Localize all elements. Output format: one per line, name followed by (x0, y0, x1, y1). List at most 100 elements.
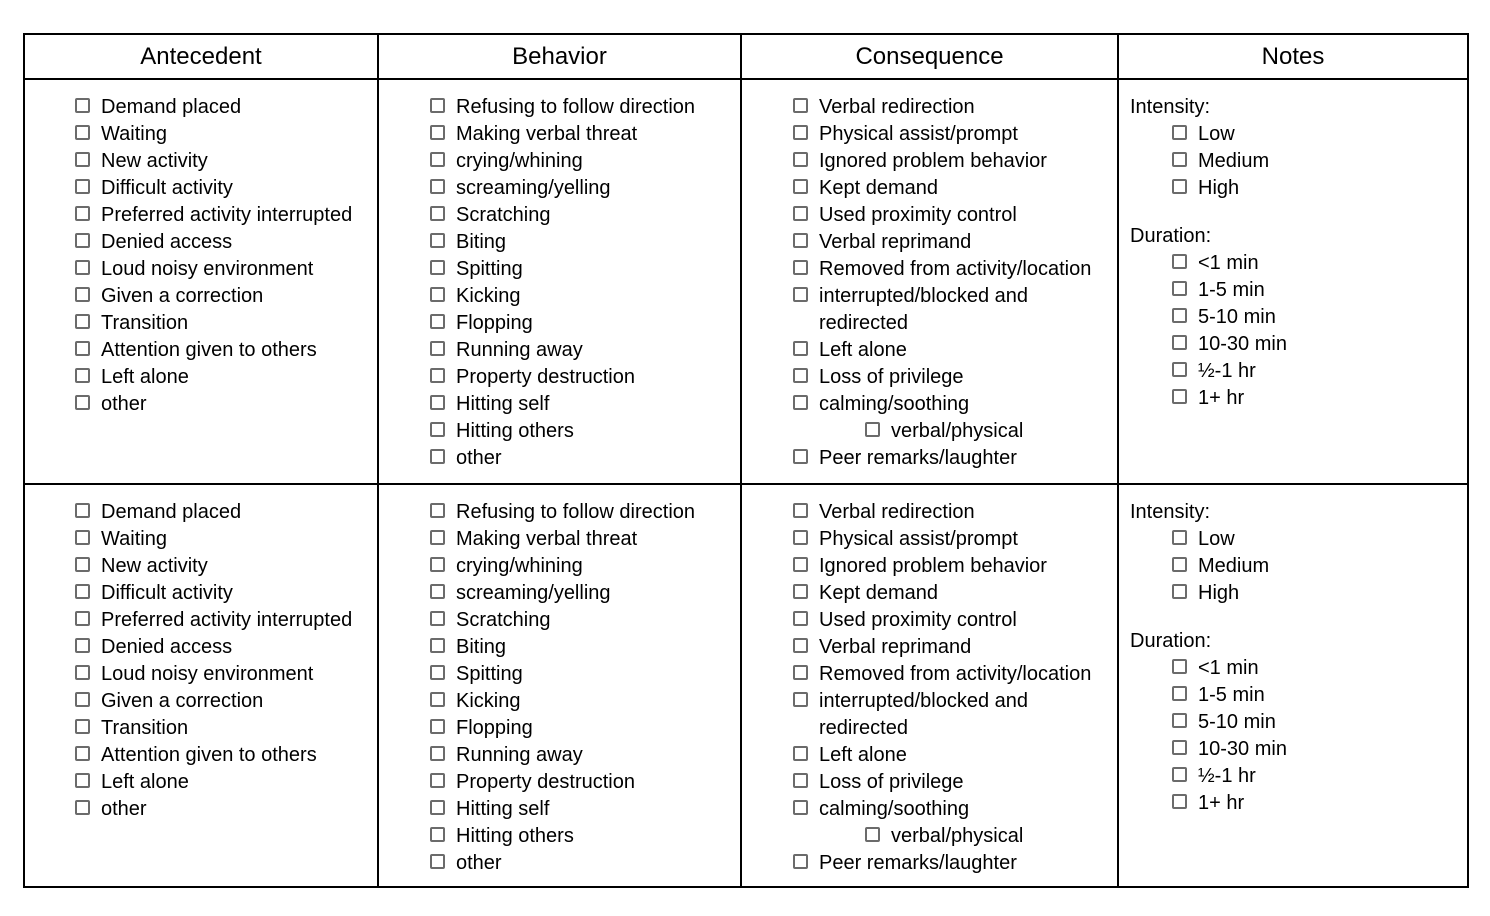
checkbox-icon[interactable] (793, 233, 808, 248)
checkbox-icon[interactable] (75, 503, 90, 518)
checkbox-icon[interactable] (793, 530, 808, 545)
checkbox-icon[interactable] (430, 611, 445, 626)
checkbox-icon[interactable] (430, 746, 445, 761)
checkbox-icon[interactable] (793, 98, 808, 113)
checkbox-icon[interactable] (865, 422, 880, 437)
checkbox-icon[interactable] (793, 692, 808, 707)
checkbox-label: Used proximity control (819, 204, 1017, 226)
checkbox-icon[interactable] (430, 395, 445, 410)
checkbox-icon[interactable] (793, 125, 808, 140)
checkbox-icon[interactable] (75, 692, 90, 707)
checkbox-icon[interactable] (75, 233, 90, 248)
checkbox-icon[interactable] (1172, 794, 1187, 809)
checkbox-icon[interactable] (1172, 557, 1187, 572)
checkbox-icon[interactable] (430, 368, 445, 383)
checkbox-icon[interactable] (75, 530, 90, 545)
checkbox-icon[interactable] (430, 314, 445, 329)
checkbox-icon[interactable] (430, 125, 445, 140)
checkbox-icon[interactable] (75, 665, 90, 680)
checkbox-icon[interactable] (430, 800, 445, 815)
checkbox-icon[interactable] (75, 341, 90, 356)
checkbox-icon[interactable] (1172, 179, 1187, 194)
checkbox-icon[interactable] (430, 854, 445, 869)
checkbox-icon[interactable] (75, 98, 90, 113)
checkbox-icon[interactable] (75, 179, 90, 194)
checkbox-icon[interactable] (1172, 308, 1187, 323)
checkbox-icon[interactable] (75, 773, 90, 788)
checkbox-icon[interactable] (793, 449, 808, 464)
checkbox-icon[interactable] (1172, 584, 1187, 599)
checkbox-icon[interactable] (1172, 713, 1187, 728)
checkbox-icon[interactable] (1172, 152, 1187, 167)
checkbox-icon[interactable] (1172, 254, 1187, 269)
checkbox-icon[interactable] (430, 584, 445, 599)
checkbox-icon[interactable] (793, 584, 808, 599)
checkbox-icon[interactable] (430, 692, 445, 707)
checkbox-icon[interactable] (430, 719, 445, 734)
checkbox-icon[interactable] (75, 638, 90, 653)
checkbox-icon[interactable] (793, 611, 808, 626)
checkbox-icon[interactable] (430, 152, 445, 167)
checkbox-icon[interactable] (1172, 740, 1187, 755)
checkbox-icon[interactable] (430, 98, 445, 113)
checkbox-icon[interactable] (75, 314, 90, 329)
checkbox-icon[interactable] (1172, 125, 1187, 140)
checkbox-icon[interactable] (430, 260, 445, 275)
checkbox-icon[interactable] (793, 773, 808, 788)
checkbox-icon[interactable] (430, 638, 445, 653)
checkbox-icon[interactable] (1172, 530, 1187, 545)
checkbox-icon[interactable] (793, 287, 808, 302)
checkbox-icon[interactable] (430, 449, 445, 464)
checkbox-icon[interactable] (430, 665, 445, 680)
checkbox-icon[interactable] (793, 665, 808, 680)
notes-section: Intensity: Low Medium High (1130, 499, 1459, 607)
checkbox-icon[interactable] (793, 179, 808, 194)
checkbox-icon[interactable] (430, 287, 445, 302)
checkbox-icon[interactable] (430, 422, 445, 437)
checkbox-icon[interactable] (75, 368, 90, 383)
checkbox-icon[interactable] (430, 179, 445, 194)
checkbox-icon[interactable] (793, 638, 808, 653)
checkbox-label: Scratching (456, 204, 551, 226)
checkbox-icon[interactable] (865, 827, 880, 842)
checkbox-icon[interactable] (1172, 362, 1187, 377)
checkbox-icon[interactable] (430, 341, 445, 356)
checkbox-icon[interactable] (793, 395, 808, 410)
checkbox-icon[interactable] (793, 260, 808, 275)
checkbox-icon[interactable] (1172, 686, 1187, 701)
checkbox-icon[interactable] (75, 287, 90, 302)
checkbox-icon[interactable] (793, 368, 808, 383)
checkbox-icon[interactable] (430, 530, 445, 545)
checkbox-icon[interactable] (793, 206, 808, 221)
checkbox-icon[interactable] (793, 746, 808, 761)
checkbox-icon[interactable] (75, 611, 90, 626)
checkbox-icon[interactable] (793, 341, 808, 356)
checkbox-icon[interactable] (1172, 335, 1187, 350)
checkbox-icon[interactable] (430, 827, 445, 842)
checkbox-icon[interactable] (75, 260, 90, 275)
checkbox-icon[interactable] (793, 152, 808, 167)
checkbox-icon[interactable] (1172, 767, 1187, 782)
checkbox-icon[interactable] (75, 746, 90, 761)
checkbox-label: Making verbal threat (456, 528, 638, 550)
checkbox-icon[interactable] (75, 152, 90, 167)
checkbox-icon[interactable] (430, 557, 445, 572)
checkbox-icon[interactable] (793, 800, 808, 815)
checkbox-icon[interactable] (75, 719, 90, 734)
checkbox-icon[interactable] (1172, 659, 1187, 674)
checkbox-icon[interactable] (430, 206, 445, 221)
checkbox-icon[interactable] (75, 557, 90, 572)
checkbox-icon[interactable] (75, 584, 90, 599)
checkbox-icon[interactable] (793, 503, 808, 518)
checkbox-icon[interactable] (430, 503, 445, 518)
checkbox-icon[interactable] (75, 206, 90, 221)
checkbox-icon[interactable] (75, 395, 90, 410)
checkbox-icon[interactable] (1172, 281, 1187, 296)
checkbox-icon[interactable] (793, 557, 808, 572)
checkbox-icon[interactable] (430, 773, 445, 788)
checkbox-icon[interactable] (793, 854, 808, 869)
checkbox-icon[interactable] (75, 125, 90, 140)
checkbox-icon[interactable] (1172, 389, 1187, 404)
checkbox-icon[interactable] (75, 800, 90, 815)
checkbox-icon[interactable] (430, 233, 445, 248)
